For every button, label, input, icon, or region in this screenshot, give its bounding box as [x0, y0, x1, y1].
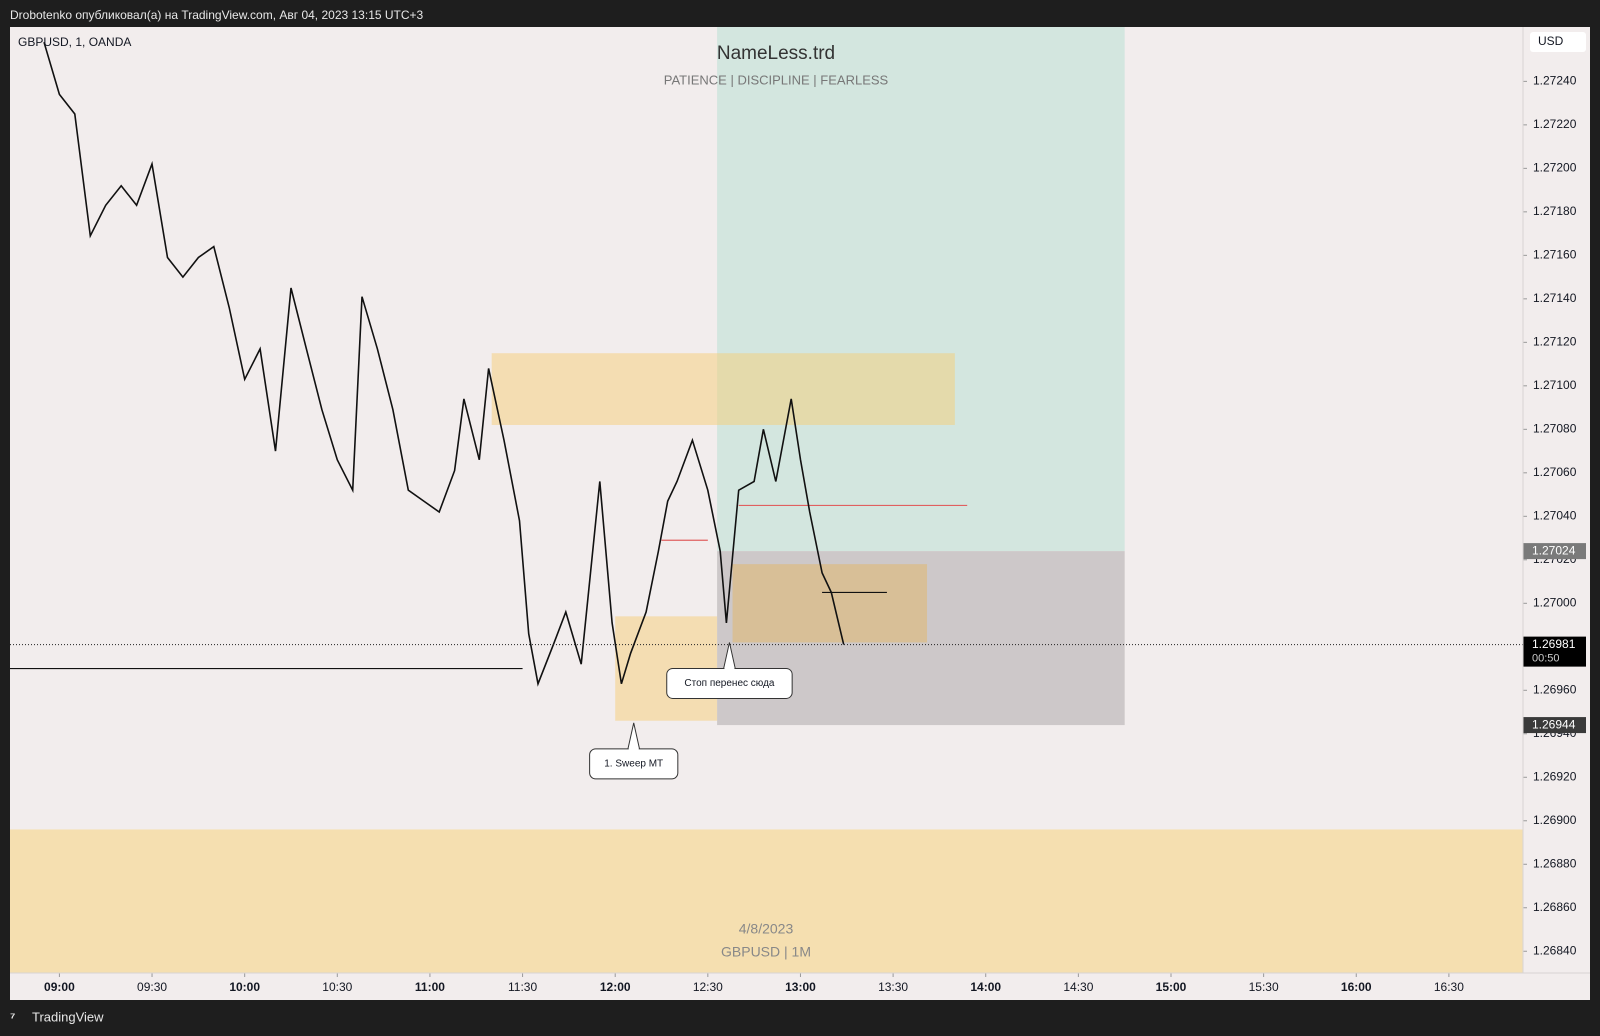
x-tick-label: 11:30 — [508, 980, 537, 994]
footer-logo: ⁷ — [10, 1009, 15, 1024]
y-tick-label: 1.27040 — [1533, 508, 1577, 522]
price-label-box — [1523, 717, 1586, 734]
y-tick-label: 1.27160 — [1533, 248, 1577, 262]
x-tick-label: 15:30 — [1249, 980, 1279, 994]
y-tick-label: 1.27060 — [1533, 465, 1577, 479]
y-tick-label: 1.27220 — [1533, 117, 1577, 131]
y-tick-label: 1.26840 — [1533, 943, 1577, 957]
callout-text: Стоп перенес сюда — [684, 678, 775, 689]
plot: 4/8/2023 GBPUSD | 1M 1. Sweep MT Стоп перен… — [10, 27, 1586, 994]
symbol: GBPUSD, 1, OANDA — [18, 35, 131, 49]
x-tick-label: 12:00 — [600, 980, 631, 994]
chart-subtitle: PATIENCE | DISCIPLINE | FEARLESS — [664, 72, 889, 87]
zone — [10, 829, 1523, 973]
x-tick-label: 10:00 — [229, 980, 260, 994]
y-tick-label: 1.27100 — [1533, 378, 1577, 392]
callout-text: 1. Sweep MT — [604, 759, 663, 770]
header-text: Drobotenko опубликовал(а) на TradingView… — [10, 8, 424, 22]
chart-title: NameLess.trd — [717, 43, 835, 64]
y-tick-label: 1.26880 — [1533, 856, 1577, 870]
x-tick-label: 13:30 — [878, 980, 908, 994]
y-tick-label: 1.27120 — [1533, 335, 1577, 349]
x-tick-label: 10:30 — [322, 980, 352, 994]
watermark: 4/8/2023 — [739, 921, 794, 937]
y-tick-label: 1.27140 — [1533, 291, 1577, 305]
y-tick-label: 1.27200 — [1533, 161, 1577, 175]
x-tick-label: 09:30 — [137, 980, 167, 994]
y-tick-label: 1.27000 — [1533, 595, 1577, 609]
zone — [491, 353, 955, 425]
callout-pointer — [627, 722, 641, 751]
footer-brand: TradingView — [32, 1009, 104, 1024]
price-label: 1.26981 — [1532, 637, 1576, 651]
y-tick-label: 1.26900 — [1533, 813, 1577, 827]
x-tick-label: 14:00 — [970, 980, 1001, 994]
x-tick-label: 15:00 — [1156, 980, 1187, 994]
x-tick-label: 16:30 — [1434, 980, 1464, 994]
price-line — [43, 41, 845, 687]
x-tick-label: 16:00 — [1341, 980, 1372, 994]
currency: USD — [1538, 34, 1564, 48]
y-tick-label: 1.26860 — [1533, 900, 1577, 914]
price-label-box — [1523, 543, 1586, 560]
watermark: GBPUSD | 1M — [721, 944, 811, 960]
x-tick-label: 11:00 — [415, 980, 445, 994]
x-tick-label: 09:00 — [44, 980, 75, 994]
zone — [732, 564, 928, 643]
y-tick-label: 1.27080 — [1533, 421, 1577, 435]
price-label: 1.27024 — [1532, 543, 1576, 557]
x-tick-label: 12:30 — [693, 980, 723, 994]
price-label-box — [1523, 636, 1586, 667]
price-countdown: 00:50 — [1532, 653, 1560, 665]
currency-box — [1530, 32, 1586, 52]
x-tick-label: 13:00 — [785, 980, 816, 994]
y-tick-label: 1.27240 — [1533, 74, 1577, 88]
y-tick-label: 1.26920 — [1533, 769, 1577, 783]
y-tick-label: 1.27180 — [1533, 204, 1577, 218]
y-tick-label: 1.26960 — [1533, 682, 1577, 696]
callout-pointer — [722, 642, 736, 670]
x-tick-label: 14:30 — [1063, 980, 1093, 994]
zone — [717, 27, 1125, 552]
price-label: 1.26944 — [1532, 717, 1576, 731]
